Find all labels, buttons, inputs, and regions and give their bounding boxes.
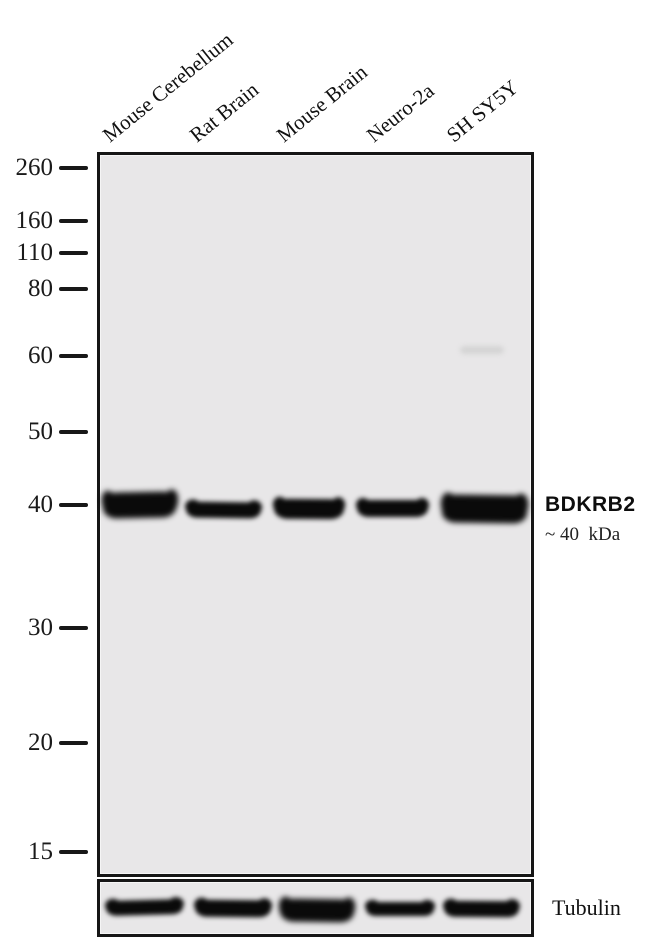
mw-marker-tick xyxy=(59,166,88,170)
mw-marker-tick xyxy=(59,251,88,255)
faint-band xyxy=(460,346,504,354)
mw-marker-label: 80 xyxy=(28,275,53,302)
lane-labels: Mouse Cerebellum Rat Brain Mouse Brain Neur… xyxy=(0,0,650,160)
mw-marker-160: 160 xyxy=(0,207,88,235)
lane-label-5: SH SY5Y xyxy=(441,75,523,147)
blot-band xyxy=(185,501,262,519)
control-band xyxy=(194,899,272,918)
mw-marker-label: 60 xyxy=(28,342,53,369)
control-band xyxy=(366,902,434,916)
mw-marker-tick xyxy=(59,430,88,434)
mw-marker-40: 40 xyxy=(0,491,88,519)
lane-label-2: Rat Brain xyxy=(184,77,264,147)
loading-control-label: Tubulin xyxy=(552,895,621,920)
mw-marker-260: 260 xyxy=(0,154,88,182)
blot-band xyxy=(357,500,428,517)
mw-marker-label: 40 xyxy=(28,491,53,518)
control-band xyxy=(443,900,520,918)
mw-marker-15: 15 xyxy=(0,838,88,866)
main-blot-panel xyxy=(97,152,534,877)
mw-marker-tick xyxy=(59,741,88,745)
blot-band xyxy=(273,498,345,520)
mw-marker-80: 80 xyxy=(0,275,88,303)
mw-marker-tick xyxy=(59,219,88,223)
target-annotation: BDKRB2 ~ 40 kDa xyxy=(545,493,636,546)
mw-marker-tick xyxy=(59,503,88,507)
loading-control-panel xyxy=(97,879,534,937)
target-name-label: BDKRB2 xyxy=(545,493,636,516)
mw-marker-110: 110 xyxy=(0,239,88,267)
blot-band xyxy=(441,494,528,524)
mw-marker-tick xyxy=(59,626,88,630)
mw-marker-tick xyxy=(59,850,88,854)
mw-marker-30: 30 xyxy=(0,614,88,642)
mw-marker-60: 60 xyxy=(0,342,88,370)
lane-label-3: Mouse Brain xyxy=(271,59,372,147)
mw-marker-label: 30 xyxy=(28,614,53,641)
marker-column: 260 160 110 80 60 50 40 30 20 15 xyxy=(0,0,95,938)
mw-marker-20: 20 xyxy=(0,729,88,757)
mw-marker-50: 50 xyxy=(0,418,88,446)
target-size-label: ~ 40 kDa xyxy=(545,524,621,545)
mw-marker-label: 20 xyxy=(28,729,53,756)
mw-marker-label: 50 xyxy=(28,418,53,445)
lane-label-4: Neuro-2a xyxy=(361,78,439,147)
blot-band xyxy=(102,491,177,519)
mw-marker-label: 15 xyxy=(28,838,53,865)
control-band xyxy=(279,898,355,923)
mw-marker-label: 260 xyxy=(15,154,54,181)
mw-marker-tick xyxy=(59,287,88,291)
mw-marker-tick xyxy=(59,354,88,358)
control-band xyxy=(105,898,184,917)
mw-marker-label: 110 xyxy=(16,239,53,266)
mw-marker-label: 160 xyxy=(15,207,54,234)
